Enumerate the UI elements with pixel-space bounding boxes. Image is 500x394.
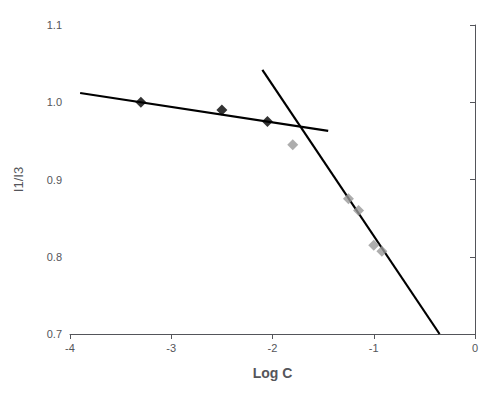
svg-text:-2: -2	[268, 342, 278, 354]
svg-text:0.7: 0.7	[47, 328, 62, 340]
svg-text:0: 0	[472, 342, 478, 354]
svg-text:-4: -4	[65, 342, 75, 354]
svg-text:Log C: Log C	[253, 365, 293, 381]
svg-text:0.8: 0.8	[47, 251, 62, 263]
svg-text:1.0: 1.0	[47, 96, 62, 108]
svg-text:I1/I3: I1/I3	[11, 167, 26, 192]
svg-text:-3: -3	[166, 342, 176, 354]
svg-text:-1: -1	[369, 342, 379, 354]
svg-text:0.9: 0.9	[47, 174, 62, 186]
svg-text:1.1: 1.1	[47, 19, 62, 31]
